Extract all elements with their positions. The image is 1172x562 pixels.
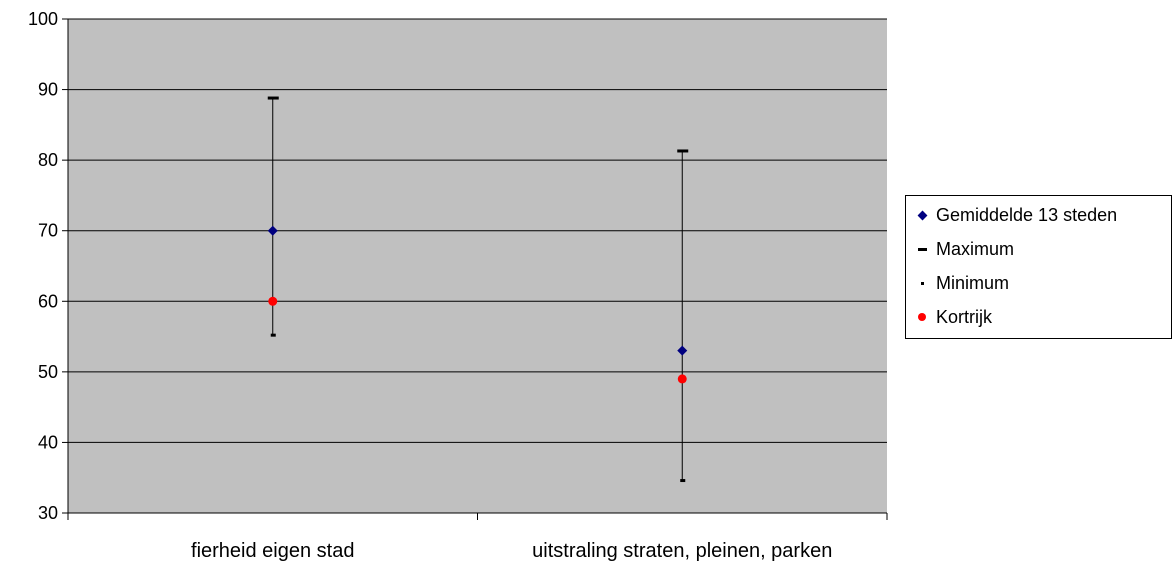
y-tick-label: 80 — [38, 150, 58, 170]
x-category-label: fierheid eigen stad — [191, 540, 354, 562]
y-tick-label: 30 — [38, 503, 58, 523]
x-category-labels: fierheid eigen stad uitstraling straten, … — [191, 540, 832, 562]
x-category-label: uitstraling straten, pleinen, parken — [532, 540, 832, 562]
y-tick-label: 40 — [38, 432, 58, 452]
mean-marker — [677, 345, 688, 356]
diamond-marker-icon — [916, 208, 928, 222]
legend-item-maximum: Maximum — [916, 236, 1014, 262]
kortrijk-marker — [677, 374, 687, 384]
data-marks — [267, 96, 689, 483]
legend: Gemiddelde 13 steden Maximum Minimum Kor… — [905, 195, 1172, 339]
y-tick-label: 50 — [38, 362, 58, 382]
legend-label: Kortrijk — [936, 306, 993, 327]
y-tick-label: 70 — [38, 221, 58, 241]
legend-item-mean: Gemiddelde 13 steden — [916, 202, 1117, 228]
circle-marker-icon — [916, 310, 928, 324]
y-tick-label: 60 — [38, 291, 58, 311]
y-tick-labels: 30 40 50 60 70 80 90 100 — [28, 9, 58, 523]
mean-marker — [267, 225, 278, 236]
kortrijk-marker — [268, 296, 278, 306]
legend-label: Maximum — [936, 238, 1015, 259]
small-dash-marker-icon — [916, 276, 928, 290]
legend-item-minimum: Minimum — [916, 270, 1009, 296]
axes — [62, 18, 888, 520]
legend-label: Minimum — [936, 272, 1010, 293]
y-tick-label: 100 — [28, 9, 58, 29]
dash-marker-icon — [916, 242, 928, 256]
legend-label: Gemiddelde 13 steden — [936, 204, 1118, 225]
y-tick-label: 90 — [38, 80, 58, 100]
legend-item-kortrijk: Kortrijk — [916, 304, 992, 330]
plot-area — [68, 19, 887, 513]
